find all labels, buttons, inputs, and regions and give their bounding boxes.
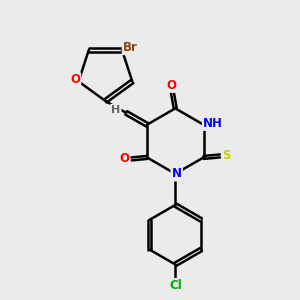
Text: O: O (70, 74, 80, 86)
Text: O: O (119, 152, 129, 165)
Text: O: O (167, 79, 177, 92)
Text: Br: Br (123, 41, 138, 54)
Text: N: N (172, 167, 182, 180)
Text: NH: NH (203, 117, 223, 130)
Text: S: S (223, 149, 231, 162)
Text: Cl: Cl (169, 279, 182, 292)
Text: H: H (111, 105, 120, 115)
